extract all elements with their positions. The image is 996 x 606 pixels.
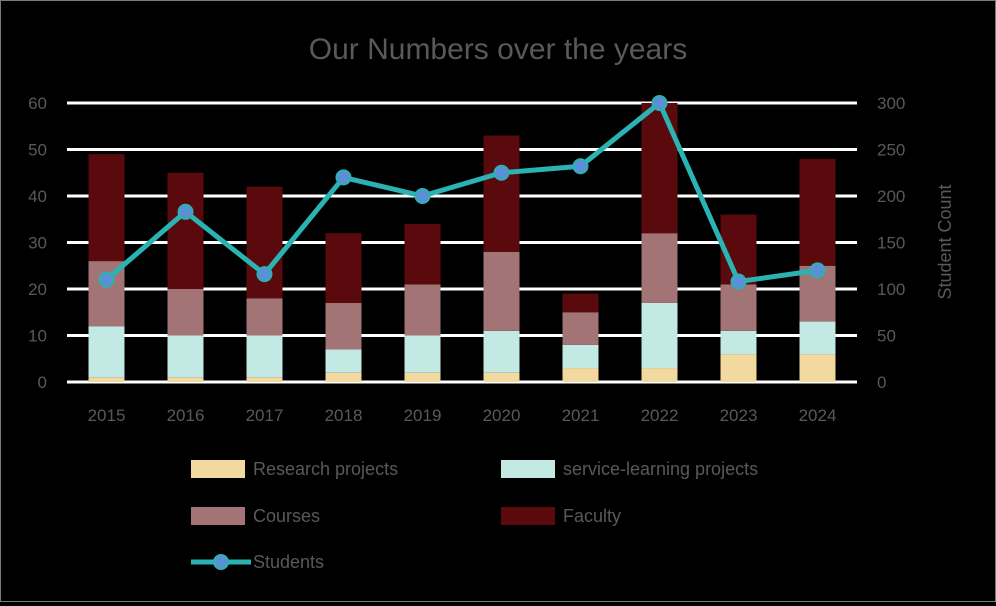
x-tick-label: 2019 bbox=[404, 406, 442, 425]
right-tick-label: 50 bbox=[877, 327, 896, 346]
students-line-path bbox=[104, 100, 818, 285]
legend-swatch bbox=[501, 507, 555, 525]
students-point bbox=[572, 158, 589, 175]
bar-service-learning-projects bbox=[562, 344, 599, 369]
x-tick-label: 2023 bbox=[720, 406, 758, 425]
x-tick-label: 2022 bbox=[641, 406, 679, 425]
students-point bbox=[493, 164, 510, 181]
x-tick-label: 2016 bbox=[167, 406, 205, 425]
bar-service-learning-projects bbox=[325, 349, 362, 373]
bar-service-learning-projects bbox=[483, 330, 520, 373]
legend-label: service-learning projects bbox=[563, 459, 758, 479]
right-tick-label: 100 bbox=[877, 280, 905, 299]
bar-service-learning-projects bbox=[720, 330, 757, 355]
left-tick-label: 10 bbox=[28, 327, 47, 346]
students-point bbox=[414, 188, 431, 204]
bar-service-learning-projects bbox=[88, 326, 125, 378]
bar-faculty bbox=[483, 135, 520, 252]
chart-title: Our Numbers over the years bbox=[309, 33, 687, 66]
left-tick-label: 60 bbox=[28, 94, 47, 113]
bar-service-learning-projects bbox=[404, 335, 441, 373]
bar-research-projects bbox=[720, 354, 757, 382]
x-tick-label: 2018 bbox=[325, 406, 363, 425]
bar-faculty bbox=[167, 172, 204, 289]
x-tick-label: 2020 bbox=[483, 406, 521, 425]
x-tick-label: 2021 bbox=[562, 406, 600, 425]
bar-courses bbox=[720, 284, 757, 331]
right-tick-label: 150 bbox=[877, 234, 905, 253]
legend-swatch bbox=[191, 460, 245, 478]
bar-courses bbox=[167, 289, 204, 336]
bar-faculty bbox=[404, 223, 441, 285]
left-tick-label: 40 bbox=[28, 187, 47, 206]
bar-research-projects bbox=[404, 372, 441, 382]
bar-research-projects bbox=[325, 372, 362, 382]
left-tick-label: 0 bbox=[38, 373, 47, 392]
x-tick-label: 2024 bbox=[799, 406, 837, 425]
students-point bbox=[177, 203, 194, 220]
students-point bbox=[335, 169, 352, 186]
students-point bbox=[651, 95, 668, 111]
bar-courses bbox=[325, 302, 362, 350]
students-point bbox=[98, 271, 115, 288]
bar-courses bbox=[641, 233, 678, 303]
bar-research-projects bbox=[562, 368, 599, 382]
right-tick-label: 0 bbox=[877, 373, 886, 392]
bar-research-projects bbox=[799, 354, 836, 382]
bar-faculty bbox=[325, 233, 362, 303]
legend-label: Research projects bbox=[253, 459, 398, 479]
students-point bbox=[256, 266, 273, 283]
right-tick-label: 300 bbox=[877, 94, 905, 113]
right-axis-title: Student Count bbox=[935, 184, 955, 299]
x-tick-label: 2017 bbox=[246, 406, 284, 425]
bar-research-projects bbox=[88, 377, 125, 382]
legend-label: Courses bbox=[253, 506, 320, 526]
bar-service-learning-projects bbox=[641, 302, 678, 369]
bar-courses bbox=[404, 284, 441, 336]
right-axis-ticks: 0 50 100 150 200 250 300 bbox=[877, 94, 905, 392]
bar-faculty bbox=[641, 103, 678, 234]
bar-research-projects bbox=[483, 372, 520, 382]
students-line bbox=[98, 95, 826, 290]
bar-faculty bbox=[88, 154, 125, 262]
left-tick-label: 50 bbox=[28, 141, 47, 160]
legend-swatch bbox=[501, 460, 555, 478]
bar-faculty bbox=[562, 293, 599, 313]
bar-courses bbox=[246, 298, 283, 336]
left-axis-ticks: 0 10 20 30 40 50 60 bbox=[28, 94, 47, 392]
left-tick-label: 30 bbox=[28, 234, 47, 253]
bar-research-projects bbox=[246, 377, 283, 382]
students-point bbox=[809, 262, 826, 279]
bar-courses bbox=[562, 312, 599, 345]
bar-service-learning-projects bbox=[799, 321, 836, 355]
legend-label: Students bbox=[253, 552, 324, 572]
left-tick-label: 20 bbox=[28, 280, 47, 299]
bar-research-projects bbox=[167, 377, 204, 382]
bar-service-learning-projects bbox=[246, 335, 283, 378]
bar-faculty bbox=[799, 158, 836, 266]
bar-service-learning-projects bbox=[167, 335, 204, 378]
legend-marker bbox=[213, 554, 229, 570]
x-tick-label: 2015 bbox=[88, 406, 126, 425]
legend-swatch bbox=[191, 507, 245, 525]
right-tick-label: 200 bbox=[877, 187, 905, 206]
bar-research-projects bbox=[641, 368, 678, 382]
legend: Research projects service-learning projec… bbox=[191, 459, 758, 572]
x-axis-ticks: 2015 2016 2017 2018 2019 2020 2021 2022 2023 2024 bbox=[88, 406, 837, 425]
right-tick-label: 250 bbox=[877, 141, 905, 160]
legend-label: Faculty bbox=[563, 506, 621, 526]
bar-courses bbox=[483, 251, 520, 331]
students-point bbox=[730, 273, 747, 290]
